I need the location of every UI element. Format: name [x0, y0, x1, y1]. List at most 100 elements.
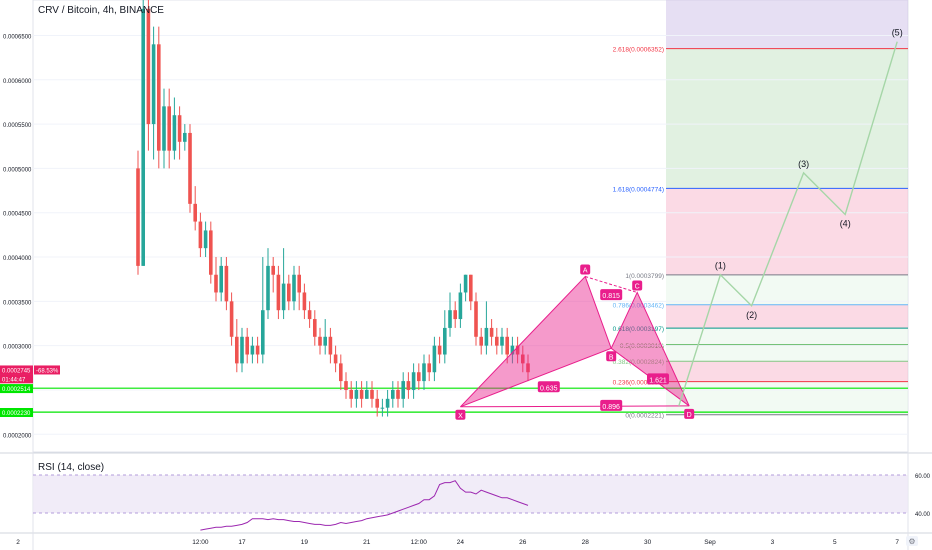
fib-level-label: 1.618(0.0004774) [613, 186, 664, 193]
candle-body [250, 345, 255, 355]
candle-body [136, 168, 140, 266]
harmonic-ratio-badge [647, 373, 669, 385]
candle-body [375, 398, 379, 408]
fib-level-label: 1(0.0003799) [625, 273, 664, 280]
candle-body [500, 336, 504, 346]
candle-body [354, 389, 359, 399]
x-tick-label: Sep [704, 539, 716, 546]
candle-body [406, 381, 411, 390]
x-tick-label: 3 [771, 539, 775, 546]
fib-level-label: 0.618(0.0003197) [613, 326, 664, 333]
candle-body [323, 336, 327, 346]
line-price-tag [0, 408, 33, 418]
candle-body [261, 310, 265, 355]
rsi-title: RSI (14, close) [38, 462, 105, 473]
rsi-panel: 60.00 40.00 [33, 474, 931, 531]
candle-body [183, 132, 187, 142]
line-price-text: 0.0002514 [2, 387, 31, 393]
candle-body [396, 389, 400, 399]
fib-zone-5 [666, 274, 908, 305]
candle-body [453, 310, 457, 320]
candle-body [214, 274, 218, 293]
gear-icon: ⚙ [908, 537, 915, 546]
fib-level-label: 0.786(0.0003462) [613, 303, 664, 310]
candle-body [313, 319, 317, 337]
candle-body [151, 44, 156, 125]
fib-zone-7 [666, 48, 908, 189]
y-tick-label: 0.0006000 [3, 79, 32, 85]
candle-body [339, 363, 343, 382]
harmonic-point-label: C [635, 283, 640, 290]
countdown-text: 01:44:47 [2, 377, 26, 383]
candle-body [443, 327, 447, 355]
candle-body [224, 265, 229, 302]
candle-body [474, 301, 478, 337]
fib-zone-4 [666, 304, 908, 329]
candle-body [365, 389, 369, 399]
y-tick-label: 0.0005000 [3, 167, 32, 173]
harmonic-ratio-label: 1.621 [649, 377, 667, 384]
fib-level-label: 0.236(0.0002594) [613, 380, 664, 387]
rsi-band [33, 475, 908, 513]
candle-body [380, 407, 385, 409]
candle-body [219, 265, 223, 293]
candle-body [287, 283, 291, 302]
fib-zone-top [666, 0, 908, 49]
candle-body [437, 345, 442, 355]
candle-body [484, 327, 489, 346]
harmonic-triangle-xab [460, 275, 612, 408]
fib-level-label: 0.382(0.0002824) [613, 359, 664, 366]
candle-body [489, 327, 494, 337]
candle-body [235, 336, 239, 364]
candle-body [167, 106, 171, 151]
candle-body [292, 274, 296, 302]
y-tick-label: 0.0003500 [3, 300, 32, 306]
candle-body [297, 274, 301, 293]
wave-label: (2) [746, 310, 757, 320]
harmonic-point-label: B [609, 354, 614, 361]
y-tick-label: 0.0004000 [3, 256, 32, 262]
harmonic-xd-line [460, 405, 690, 408]
harmonic-ratio-label: 0.815 [602, 293, 620, 300]
fib-zone-0 [666, 381, 908, 415]
fib-level-label: 2.618(0.0006352) [613, 47, 664, 54]
candle-body [422, 363, 426, 382]
fib-zone-2 [666, 344, 908, 362]
rsi-level-label: 40.00 [915, 512, 931, 518]
candle-body [302, 292, 307, 311]
y-tick-label: 0.0002000 [3, 433, 32, 439]
candle-body [172, 115, 177, 151]
candle-body [469, 274, 473, 302]
candle-body [505, 336, 509, 355]
current-price-tag [0, 365, 33, 375]
candle-body [458, 292, 463, 320]
fib-zone-1 [666, 361, 908, 382]
x-tick-label: 19 [301, 539, 309, 546]
candle-body [157, 44, 161, 151]
x-tick-label: 21 [363, 539, 371, 546]
x-tick-label: 2 [16, 539, 20, 546]
wave-label: (4) [840, 218, 851, 228]
change-tag [34, 365, 60, 375]
candle-body [271, 265, 275, 275]
wave-label: (1) [715, 261, 726, 271]
candle-body [448, 310, 452, 328]
candle-body [281, 283, 286, 311]
candle-body [255, 345, 260, 355]
candle-body [276, 274, 281, 311]
harmonic-point-badge [455, 409, 466, 420]
candle-body [188, 132, 192, 204]
harmonic-ac-line [585, 276, 638, 293]
wave-label: (5) [892, 28, 903, 38]
wave-label: (3) [798, 159, 809, 169]
candle-body [266, 265, 270, 311]
harmonic-point-label: X [458, 413, 463, 420]
rsi-level-label: 60.00 [915, 474, 931, 480]
harmonic-point-label: D [687, 412, 692, 419]
candle-body [344, 381, 348, 390]
harmonic-ratio-badge [600, 399, 623, 411]
x-tick-label: 12:00 [192, 539, 209, 546]
candle-body [515, 345, 520, 355]
